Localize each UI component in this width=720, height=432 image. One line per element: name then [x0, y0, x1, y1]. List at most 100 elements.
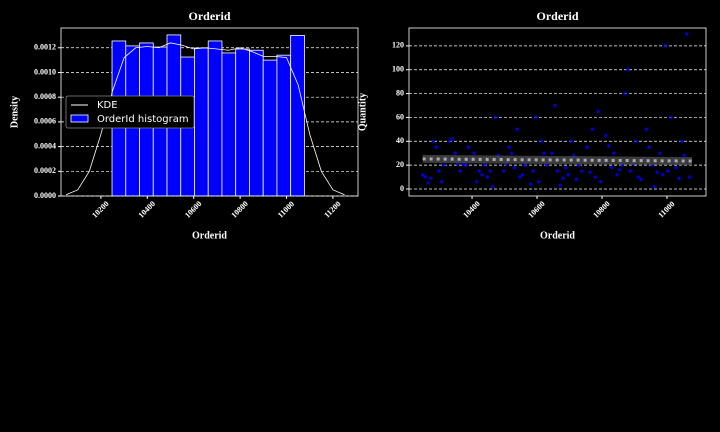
- plot-area: [409, 28, 706, 196]
- y-tick-label: 0.0004: [34, 141, 56, 150]
- point: [607, 144, 611, 148]
- point: [588, 170, 592, 175]
- point: [442, 163, 446, 167]
- legend: KDE OrderId histogram: [65, 95, 195, 129]
- point: [447, 139, 452, 144]
- bar: [249, 49, 264, 196]
- point: [558, 183, 562, 188]
- point: [663, 44, 668, 48]
- legend-frame: [65, 95, 195, 129]
- point: [464, 163, 468, 167]
- point: [493, 115, 498, 120]
- point: [598, 180, 603, 184]
- point: [625, 67, 630, 72]
- bar: [235, 48, 250, 196]
- point: [428, 176, 433, 181]
- point: [652, 184, 657, 189]
- y-axis-label: Density: [9, 96, 20, 128]
- bar: [194, 47, 209, 196]
- point: [585, 145, 589, 150]
- x-axis-label: Orderid: [192, 230, 227, 241]
- y-tick-label: 60: [396, 112, 404, 121]
- point: [555, 169, 560, 173]
- point: [636, 175, 641, 179]
- point: [450, 137, 455, 141]
- point: [485, 175, 490, 179]
- point: [488, 169, 493, 173]
- point: [453, 151, 457, 155]
- chart-title: Orderid: [537, 9, 579, 23]
- point: [439, 180, 444, 184]
- y-tick-label: 0.0008: [34, 92, 56, 101]
- point: [685, 32, 689, 36]
- point: [577, 163, 581, 167]
- point: [590, 127, 595, 132]
- point: [617, 168, 622, 172]
- point: [550, 151, 554, 155]
- chart-title: Orderid: [189, 9, 231, 23]
- y-tick-label: 0.0012: [34, 43, 56, 52]
- point: [501, 169, 506, 173]
- point: [553, 103, 557, 108]
- bar: [221, 52, 237, 196]
- point: [639, 177, 643, 182]
- point: [539, 139, 544, 144]
- point: [426, 181, 430, 185]
- point: [596, 109, 600, 114]
- point: [647, 145, 651, 150]
- y-tick-label: 0.0000: [34, 191, 56, 200]
- point: [544, 163, 549, 167]
- frame: [408, 27, 707, 197]
- point: [669, 115, 673, 120]
- point: [677, 176, 681, 181]
- point: [561, 176, 565, 181]
- x-axis-label: Orderid: [540, 230, 575, 241]
- point: [480, 172, 484, 177]
- y-tick-label: 80: [396, 88, 404, 97]
- point: [534, 115, 538, 120]
- point: [644, 127, 649, 132]
- point: [420, 172, 425, 177]
- bar: [207, 40, 223, 196]
- bar: [276, 54, 292, 196]
- legend-label: KDE: [97, 100, 118, 111]
- y-tick-label: 0.0006: [34, 117, 56, 126]
- point: [563, 165, 568, 170]
- y-tick-label: 0: [400, 184, 404, 193]
- y-tick-label: 100: [392, 65, 404, 74]
- legend-label: OrderId histogram: [97, 114, 189, 125]
- point: [531, 169, 535, 173]
- y-tick-label: 120: [392, 41, 404, 50]
- point: [569, 139, 573, 144]
- kde-line: [65, 42, 345, 196]
- marks: [420, 32, 693, 189]
- bar: [262, 59, 278, 196]
- point: [434, 145, 439, 150]
- point: [682, 153, 687, 158]
- bar: [290, 35, 305, 196]
- point: [658, 151, 662, 155]
- point: [474, 180, 479, 184]
- point: [509, 151, 514, 155]
- point: [491, 184, 495, 189]
- point: [674, 165, 678, 170]
- point: [634, 139, 638, 144]
- point: [542, 151, 546, 155]
- point: [466, 145, 471, 150]
- point: [472, 151, 476, 155]
- y-axis-label: Quantity: [357, 93, 368, 131]
- point: [431, 139, 436, 144]
- point: [515, 127, 520, 132]
- point: [523, 163, 527, 167]
- point: [609, 165, 614, 170]
- y-tick-label: 40: [396, 136, 404, 145]
- point: [679, 139, 684, 144]
- point: [528, 182, 533, 186]
- point: [423, 175, 428, 179]
- y-tick-label: 20: [396, 160, 404, 169]
- point: [604, 133, 608, 138]
- point: [536, 180, 541, 184]
- point: [482, 163, 487, 167]
